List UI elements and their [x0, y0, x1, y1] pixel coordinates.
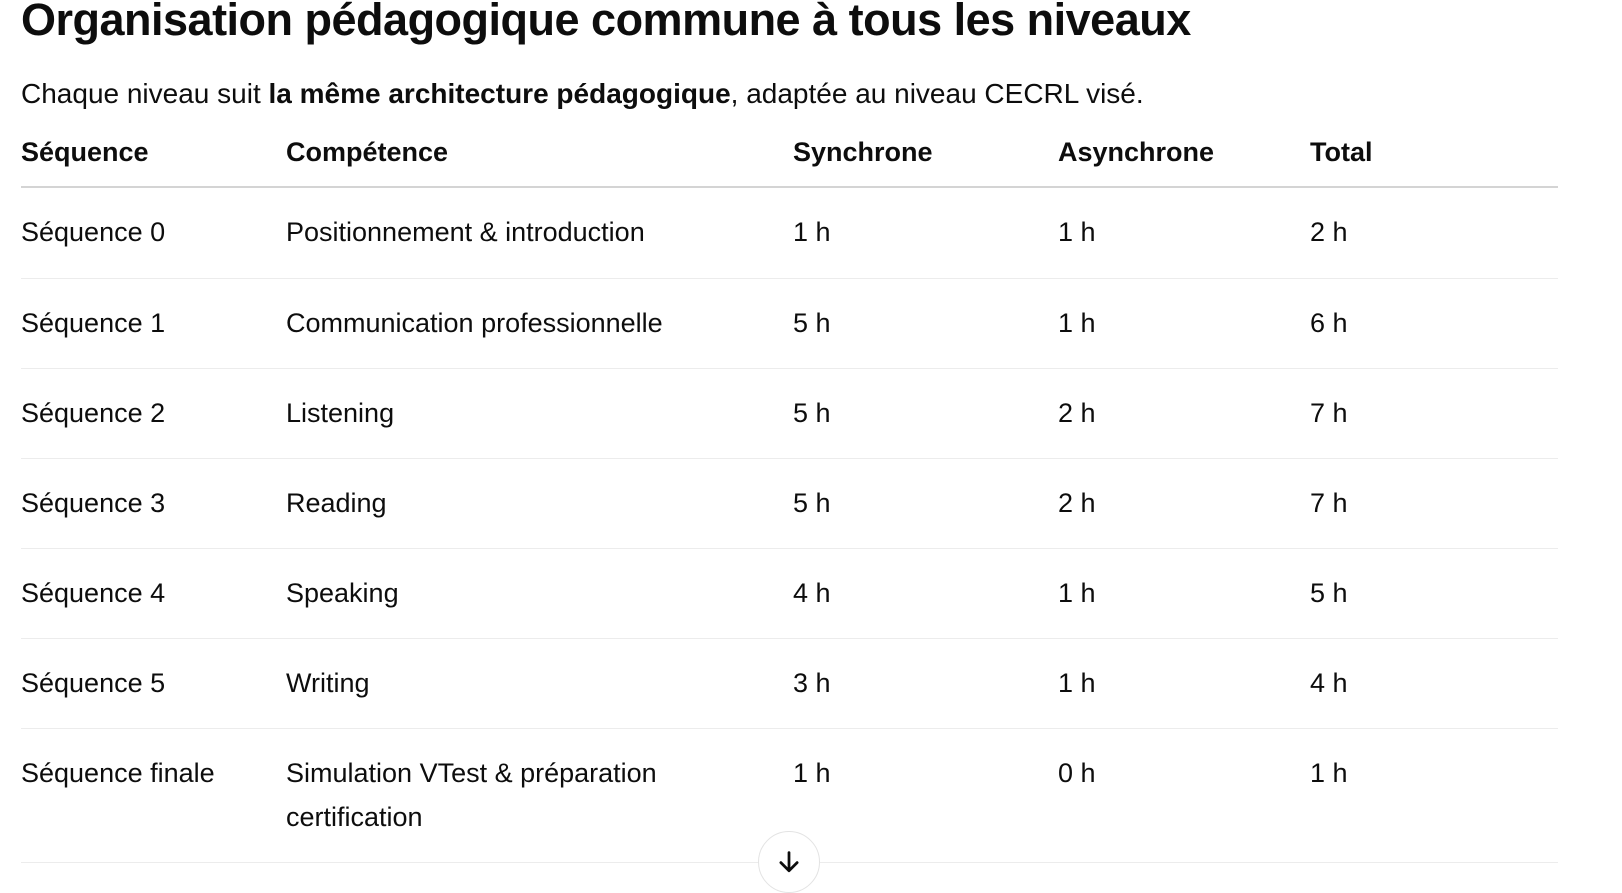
document-content: Organisation pédagogique commune à tous …: [21, 0, 1558, 863]
cell-total: 6 h: [1310, 278, 1558, 369]
table-row: Séquence 0 Positionnement & introduction…: [21, 187, 1558, 279]
column-header-sequence: Séquence: [21, 131, 286, 189]
cell-competence: Writing: [286, 638, 793, 730]
table-row: Séquence finale Simulation VTest & prépa…: [21, 728, 1558, 863]
cell-asynchrone: 1 h: [1058, 187, 1310, 279]
column-header-synchrone: Synchrone: [793, 131, 1058, 189]
cell-competence: Listening: [286, 368, 793, 459]
table-row: Séquence 2 Listening 5 h 2 h 7 h: [21, 368, 1558, 459]
cell-competence: Simulation VTest & préparation certifica…: [286, 728, 793, 863]
column-header-asynchrone: Asynchrone: [1058, 131, 1310, 189]
cell-asynchrone: 2 h: [1058, 458, 1310, 550]
cell-total: 7 h: [1310, 458, 1558, 550]
table-row: Séquence 1 Communication professionnelle…: [21, 278, 1558, 369]
table-row: Séquence 4 Speaking 4 h 1 h 5 h: [21, 548, 1558, 640]
cell-total: 4 h: [1310, 638, 1558, 730]
cell-total: 7 h: [1310, 368, 1558, 459]
cell-asynchrone: 2 h: [1058, 368, 1310, 459]
cell-sequence: Séquence 5: [21, 638, 286, 730]
cell-total: 5 h: [1310, 548, 1558, 640]
arrow-down-icon: [774, 847, 804, 877]
table-row: Séquence 5 Writing 3 h 1 h 4 h: [21, 638, 1558, 730]
page-title: Organisation pédagogique commune à tous …: [21, 0, 1191, 45]
cell-sequence: Séquence 2: [21, 368, 286, 459]
cell-asynchrone: 1 h: [1058, 278, 1310, 369]
cell-total: 2 h: [1310, 187, 1558, 279]
intro-text-prefix: Chaque niveau suit: [21, 77, 269, 109]
cell-sequence: Séquence 3: [21, 458, 286, 550]
cell-synchrone: 1 h: [793, 728, 1058, 863]
cell-asynchrone: 1 h: [1058, 638, 1310, 730]
cell-sequence: Séquence 4: [21, 548, 286, 640]
intro-text-suffix: , adaptée au niveau CECRL visé.: [730, 77, 1144, 109]
cell-sequence: Séquence 1: [21, 278, 286, 369]
sequences-table: Séquence Compétence Synchrone Asynchrone…: [21, 131, 1558, 863]
intro-paragraph: Chaque niveau suit la même architecture …: [21, 72, 1558, 115]
cell-synchrone: 5 h: [793, 458, 1058, 550]
table-row: Séquence 3 Reading 5 h 2 h 7 h: [21, 458, 1558, 550]
cell-asynchrone: 0 h: [1058, 728, 1310, 863]
column-header-competence: Compétence: [286, 131, 793, 189]
cell-synchrone: 5 h: [793, 368, 1058, 459]
column-header-total: Total: [1310, 131, 1558, 189]
cell-total: 1 h: [1310, 728, 1558, 863]
cell-sequence: Séquence finale: [21, 728, 286, 863]
cell-competence: Communication professionnelle: [286, 278, 793, 369]
table-header-row: Séquence Compétence Synchrone Asynchrone…: [21, 131, 1558, 189]
scroll-to-bottom-button[interactable]: [758, 831, 820, 893]
cell-competence: Reading: [286, 458, 793, 550]
cell-synchrone: 4 h: [793, 548, 1058, 640]
cell-synchrone: 1 h: [793, 187, 1058, 279]
cell-sequence: Séquence 0: [21, 187, 286, 279]
cell-asynchrone: 1 h: [1058, 548, 1310, 640]
intro-text-bold: la même architecture pédagogique: [268, 77, 731, 109]
cell-synchrone: 5 h: [793, 278, 1058, 369]
cell-competence: Positionnement & introduction: [286, 187, 793, 279]
cell-synchrone: 3 h: [793, 638, 1058, 730]
cell-competence: Speaking: [286, 548, 793, 640]
